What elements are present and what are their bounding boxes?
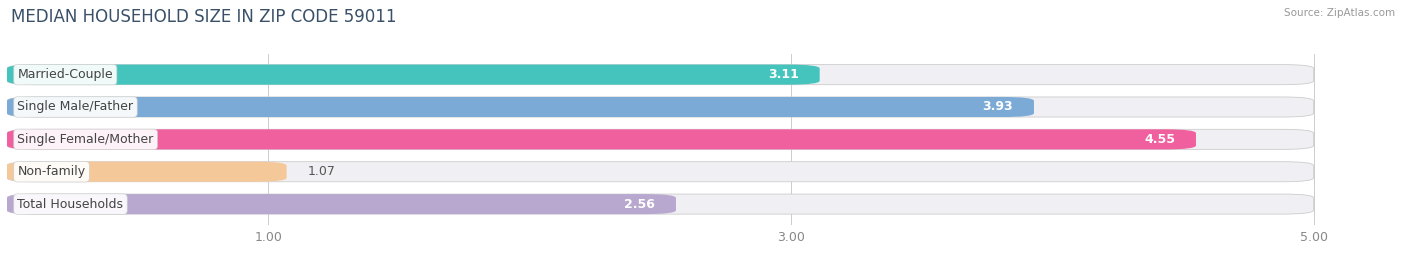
Text: Non-family: Non-family (17, 165, 86, 178)
FancyBboxPatch shape (7, 129, 1197, 149)
FancyBboxPatch shape (7, 65, 820, 85)
Text: 1.07: 1.07 (308, 165, 336, 178)
FancyBboxPatch shape (7, 65, 1313, 85)
Text: 3.11: 3.11 (768, 68, 799, 81)
Text: Single Male/Father: Single Male/Father (17, 100, 134, 113)
Text: 3.93: 3.93 (983, 100, 1014, 113)
Text: Total Households: Total Households (17, 198, 124, 211)
FancyBboxPatch shape (7, 97, 1313, 117)
Text: Source: ZipAtlas.com: Source: ZipAtlas.com (1284, 8, 1395, 18)
FancyBboxPatch shape (7, 97, 1033, 117)
FancyBboxPatch shape (7, 194, 1313, 214)
Text: Single Female/Mother: Single Female/Mother (17, 133, 153, 146)
Text: MEDIAN HOUSEHOLD SIZE IN ZIP CODE 59011: MEDIAN HOUSEHOLD SIZE IN ZIP CODE 59011 (11, 8, 396, 26)
Text: 2.56: 2.56 (624, 198, 655, 211)
FancyBboxPatch shape (7, 129, 1313, 149)
Text: 4.55: 4.55 (1144, 133, 1175, 146)
FancyBboxPatch shape (7, 162, 287, 182)
FancyBboxPatch shape (7, 194, 676, 214)
FancyBboxPatch shape (7, 162, 1313, 182)
Text: Married-Couple: Married-Couple (17, 68, 112, 81)
